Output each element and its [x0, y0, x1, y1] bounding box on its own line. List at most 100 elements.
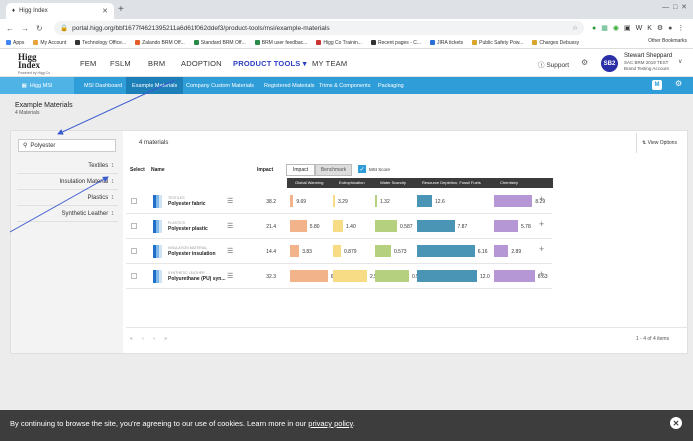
back-icon[interactable]: ←	[6, 23, 14, 33]
view-options-button[interactable]: ⇅ View Options	[636, 133, 688, 153]
higg-index-logo[interactable]: Higg Index Powered by Higg Co	[18, 53, 52, 76]
edit-sliders-icon[interactable]: ☰	[227, 198, 234, 205]
grid-icon: ▦	[21, 82, 27, 89]
bookmark-star-icon[interactable]: ☆	[572, 25, 578, 32]
bookmark-item[interactable]: Technology Office...	[75, 40, 126, 46]
address-bar[interactable]: 🔒 portal.higg.org/bbf1677f4621395211a6d6…	[54, 21, 584, 35]
edit-sliders-icon[interactable]: ☰	[227, 273, 234, 280]
nav-adoption[interactable]: ADOPTION	[181, 59, 222, 68]
nav-fem[interactable]: FEM	[80, 59, 97, 68]
table-row[interactable]	[126, 189, 552, 214]
msi-home-label: Higg MSI	[29, 82, 53, 89]
tab-msi-dashboard[interactable]: MSI Dashboard	[84, 82, 123, 89]
column-header-name[interactable]: Name	[151, 167, 165, 173]
close-tab-icon[interactable]: ✕	[102, 8, 108, 15]
url-text[interactable]: portal.higg.org/bbf1677f4621395211a6d61f…	[72, 24, 330, 32]
material-name[interactable]: Polyester plastic	[168, 226, 208, 232]
impact-value: 14.4	[266, 249, 276, 255]
msi-home-button[interactable]: ▦ Higg MSI	[0, 77, 74, 94]
extension-grid-icon[interactable]: ▦	[601, 25, 608, 32]
reload-icon[interactable]: ↻	[36, 23, 43, 33]
extensions-bar: ● ▦ ◉ ▣ W K ⚙ ● ⋮	[592, 21, 684, 35]
toggle-impact[interactable]: Impact	[286, 164, 315, 176]
nav-my-team[interactable]: MY TEAM	[312, 59, 348, 68]
tab-packaging[interactable]: Packaging	[378, 82, 404, 89]
support-label: Support	[546, 62, 570, 69]
extensions-puzzle-icon[interactable]: ⚙	[656, 25, 664, 32]
extension-circle-icon[interactable]: ◉	[612, 25, 619, 32]
material-name[interactable]: Polyurethane (PU) syn...	[168, 276, 226, 282]
impact-bar-value: 1.40	[346, 224, 356, 230]
expand-row-icon[interactable]: +	[539, 194, 545, 204]
avatar[interactable]: SB2	[601, 55, 618, 72]
bookmark-item[interactable]: Recent pages - C...	[370, 40, 421, 46]
filter-textiles[interactable]: Textiles 1	[17, 158, 118, 174]
user-info[interactable]: Stewart Sheppard SAC BRM 2019 TEST Brand…	[624, 53, 672, 72]
row-checkbox[interactable]	[131, 248, 137, 254]
table-row[interactable]	[126, 214, 552, 239]
bookmark-item[interactable]: Standard BRM Off...	[193, 40, 246, 46]
expand-row-icon[interactable]: +	[539, 219, 545, 229]
table-row[interactable]	[126, 264, 552, 289]
edit-sliders-icon[interactable]: ☰	[227, 223, 234, 230]
privacy-policy-link[interactable]: privacy policy	[308, 419, 353, 428]
user-menu-chevron-icon[interactable]: ∨	[678, 59, 683, 65]
toggle-benchmark[interactable]: Benchmark	[315, 164, 352, 176]
tab-registered-materials[interactable]: Registered Materials	[264, 82, 315, 89]
search-value[interactable]: Polyester	[30, 142, 56, 149]
column-header-impact[interactable]: Impact	[257, 167, 274, 173]
browser-menu-icon[interactable]: ⋮	[677, 25, 685, 32]
msi-settings-icon[interactable]: ⚙	[675, 79, 683, 88]
table-row[interactable]	[126, 239, 552, 264]
extension-w-icon[interactable]: W	[635, 24, 643, 32]
material-name[interactable]: Polyester insulation	[168, 251, 216, 257]
profile-icon[interactable]: ●	[668, 24, 673, 32]
impact-bar-value: 12.0	[480, 274, 490, 280]
bookmark-item[interactable]: Higg Co Trainin...	[316, 40, 362, 46]
bookmark-item[interactable]: BRM user feedbac...	[254, 40, 307, 46]
tab-company-custom-materials[interactable]: Company Custom Materials	[186, 82, 254, 89]
row-checkbox[interactable]	[131, 198, 137, 204]
impact-bar	[494, 220, 518, 232]
bookmark-item[interactable]: Public Safety Pow...	[472, 40, 523, 46]
browser-tab[interactable]: ♦ Higg Index ✕	[6, 3, 114, 19]
impact-bar	[375, 245, 391, 257]
search-input[interactable]: ⚲ Polyester	[18, 139, 116, 152]
tab-trims-components[interactable]: Trims & Components	[319, 82, 371, 89]
filter-insulation-material[interactable]: Insulation Material 1	[17, 174, 118, 190]
extension-green-icon[interactable]: ●	[592, 24, 597, 32]
chevron-down-icon: ▾	[302, 59, 307, 68]
pagination-controls[interactable]: « ‹ › »	[130, 336, 172, 342]
bookmark-item[interactable]: Zalando BRM Off...	[135, 40, 185, 46]
filter-synthetic-leather[interactable]: Synthetic Leather 1	[17, 206, 118, 222]
edit-sliders-icon[interactable]: ☰	[227, 248, 234, 255]
expand-row-icon[interactable]: +	[539, 244, 545, 254]
new-tab-icon[interactable]: +	[118, 4, 124, 15]
nav-product-tools-label: PRODUCT TOOLS	[233, 59, 301, 68]
impact-bar	[333, 220, 343, 232]
impact-bar-value: 2.57	[370, 274, 380, 280]
nav-brm[interactable]: BRM	[148, 59, 166, 68]
msi-score-checkbox[interactable]: ✓	[358, 165, 366, 173]
extension-box-icon[interactable]: ▣	[623, 25, 631, 32]
window-controls[interactable]: — □ ✕	[662, 4, 687, 11]
bookmark-item[interactable]: My Account	[33, 40, 66, 46]
nav-product-tools[interactable]: PRODUCT TOOLS ▾	[233, 59, 307, 68]
forward-icon[interactable]: →	[21, 23, 29, 33]
filter-plastics[interactable]: Plastics 1	[17, 190, 118, 206]
bookmark-item[interactable]: Apps	[6, 40, 24, 46]
row-checkbox[interactable]	[131, 223, 137, 229]
bookmark-item[interactable]: Charges Debussy	[532, 40, 579, 46]
bookmark-item[interactable]: JIRA tickets	[430, 40, 463, 46]
nav-fslm[interactable]: FSLM	[110, 59, 131, 68]
material-name[interactable]: Polyester fabric	[168, 201, 206, 207]
other-bookmarks[interactable]: Other Bookmarks	[648, 38, 687, 44]
support-link[interactable]: ⓘ Support	[538, 59, 569, 69]
row-checkbox[interactable]	[131, 273, 137, 279]
extension-k-icon[interactable]: K	[647, 24, 652, 32]
expand-row-icon[interactable]: +	[539, 269, 545, 279]
settings-icon[interactable]: ⚙	[581, 58, 589, 67]
msi-info-icon[interactable]: M	[652, 80, 662, 90]
tab-example-materials[interactable]: Example Materials	[126, 77, 184, 94]
close-icon[interactable]: ✕	[670, 417, 682, 429]
